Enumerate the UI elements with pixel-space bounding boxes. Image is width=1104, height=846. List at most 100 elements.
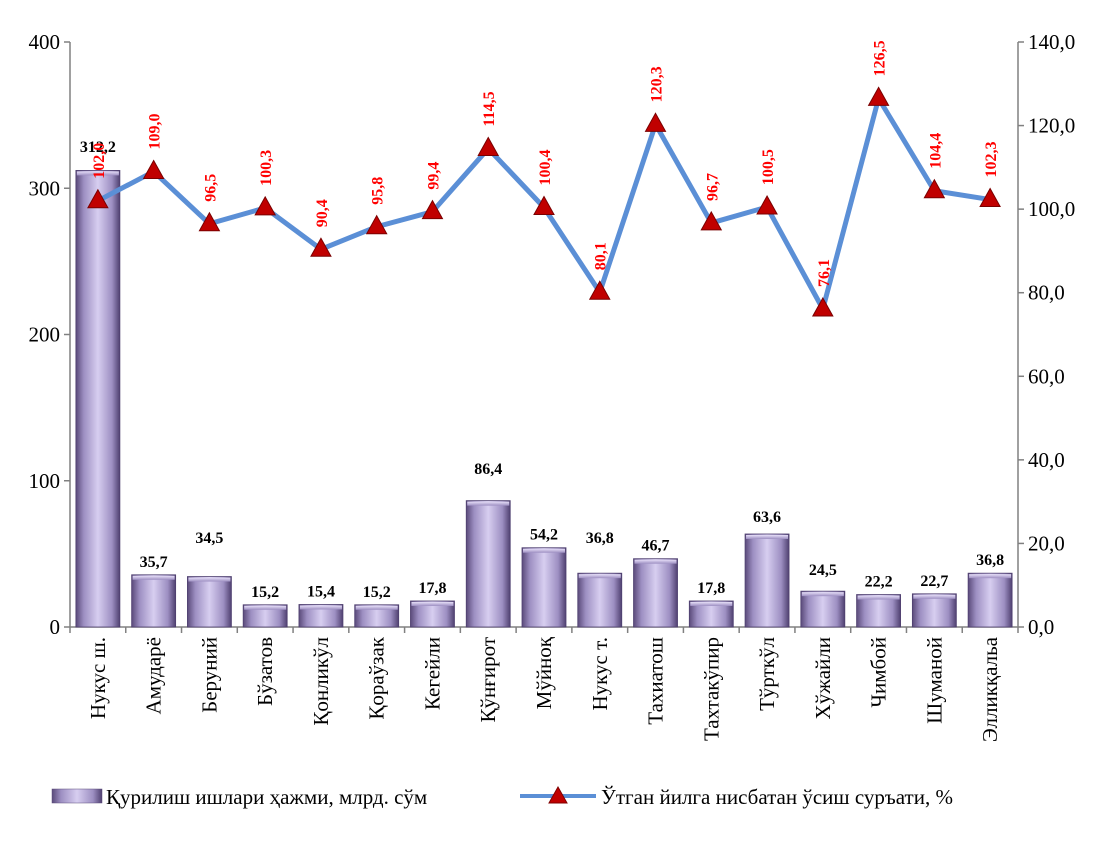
line-data-label: 100,4 <box>537 149 554 185</box>
category-label: Бўзатов <box>253 637 277 706</box>
bar <box>744 533 790 628</box>
bar-top-bevel <box>132 575 175 580</box>
category-label: Нукус ш. <box>86 637 110 719</box>
line-marker <box>644 112 667 132</box>
line-data-label: 95,8 <box>370 177 387 205</box>
category-label: Мўйноқ <box>532 636 556 709</box>
bar-data-label: 312,2 <box>80 139 116 156</box>
line-data-label: 114,5 <box>481 91 498 126</box>
line-marker <box>867 86 890 106</box>
y-right-tick-label: 60,0 <box>1028 364 1065 388</box>
bar-data-label: 22,2 <box>865 574 893 591</box>
y-right-tick-label: 100,0 <box>1028 197 1075 221</box>
category-label: Шуманой <box>922 637 946 724</box>
bar <box>911 593 957 628</box>
bar-data-label: 15,2 <box>251 584 279 601</box>
bar <box>521 547 567 628</box>
line-layer <box>87 86 1001 317</box>
y-left-tick-label: 200 <box>29 323 61 347</box>
line-marker <box>923 178 946 199</box>
line-data-label: 96,5 <box>202 174 219 202</box>
bar <box>967 572 1013 628</box>
legend: Қурилиш ишлари ҳажми, млрд. сўм Ўтган йи… <box>51 785 953 809</box>
line-marker <box>254 195 277 216</box>
bar <box>298 604 344 628</box>
bar-data-label: 17,8 <box>697 580 725 597</box>
bar-top-bevel <box>411 601 454 606</box>
category-label: Беруний <box>197 637 221 713</box>
line-data-label: 96,7 <box>704 173 721 201</box>
bar <box>465 500 511 628</box>
y-right-tick-label: 40,0 <box>1028 448 1065 472</box>
line-marker <box>142 159 165 180</box>
bar-top-bevel <box>244 605 287 610</box>
y-right-tick-label: 120,0 <box>1028 114 1075 138</box>
bar-top-bevel <box>969 574 1012 579</box>
bar <box>354 604 400 628</box>
axes-layer: 0 100 200 300 400 0,0 20,0 40,0 60,0 80,0 100,0 120… <box>29 30 1076 742</box>
line-data-label: 102,3 <box>983 142 1000 178</box>
category-label: Қўнғирот <box>476 637 500 723</box>
category-label: Элликқальа <box>978 636 1002 742</box>
line-marker <box>310 237 332 257</box>
bar-data-label: 15,4 <box>307 583 335 600</box>
category-label: Кегейли <box>420 637 444 710</box>
bar-top-bevel <box>801 592 844 597</box>
line-marker <box>979 187 1001 208</box>
line-data-label: 104,4 <box>927 133 944 169</box>
bar-top-bevel <box>299 605 342 610</box>
bar <box>131 574 177 628</box>
bar-data-label: 54,2 <box>530 527 558 544</box>
line-marker <box>477 136 500 157</box>
bar-top-bevel <box>523 548 565 553</box>
line-marker <box>421 199 444 220</box>
y-left-tick-label: 300 <box>29 176 61 200</box>
category-label: Чимбой <box>867 637 891 708</box>
bar-data-label: 34,5 <box>195 530 223 547</box>
bar <box>75 170 121 628</box>
line-marker <box>87 188 109 209</box>
y-right-tick-label: 80,0 <box>1028 281 1065 305</box>
bar-top-bevel <box>188 577 231 582</box>
bar <box>187 576 232 628</box>
line-data-label: 100,3 <box>258 150 275 186</box>
bar-data-label: 36,8 <box>586 530 614 547</box>
bar-top-bevel <box>467 501 510 506</box>
line-data-label: 102,0 <box>91 143 108 179</box>
bar-data-label: 24,5 <box>809 562 837 579</box>
legend-bar-swatch <box>51 788 103 804</box>
bar-top-bevel <box>578 574 621 579</box>
line-data-label: 76,1 <box>816 259 833 287</box>
bar-top-bevel <box>690 601 733 606</box>
bar <box>577 572 623 628</box>
bar-data-label: 86,4 <box>474 461 502 478</box>
y-right-tick-label: 20,0 <box>1028 531 1065 555</box>
bar-data-label: 22,7 <box>920 573 948 590</box>
y-left-tick-label: 400 <box>29 30 61 54</box>
legend-line-marker <box>548 785 568 804</box>
labels-layer: 312,2 35,7 34,5 15,2 15,4 15,2 17,8 86,4 54,2 36,… <box>80 40 1004 600</box>
category-label: Тахиатош <box>644 637 668 725</box>
y-right-tick-label: 140,0 <box>1028 30 1075 54</box>
bar <box>242 604 288 628</box>
legend-bar-label: Қурилиш ишлари ҳажми, млрд. сўм <box>106 785 427 809</box>
bar-data-label: 63,6 <box>753 509 781 526</box>
line-data-label: 100,5 <box>760 149 777 185</box>
category-label: Хўжайли <box>811 637 835 719</box>
line-marker <box>811 296 834 317</box>
line-marker <box>198 211 221 232</box>
bar-data-label: 15,2 <box>363 584 391 601</box>
line-data-label: 90,4 <box>314 199 331 227</box>
y-right-tick-label: 0,0 <box>1028 615 1054 639</box>
bar-data-label: 35,7 <box>140 554 168 571</box>
bar-top-bevel <box>634 559 677 564</box>
bar <box>633 558 678 628</box>
category-label: Қонликўл <box>309 637 333 726</box>
bar-top-bevel <box>746 534 789 539</box>
line-marker <box>756 195 778 215</box>
category-label: Амударё <box>142 637 166 714</box>
line-marker <box>588 280 611 300</box>
line-marker <box>365 214 388 235</box>
